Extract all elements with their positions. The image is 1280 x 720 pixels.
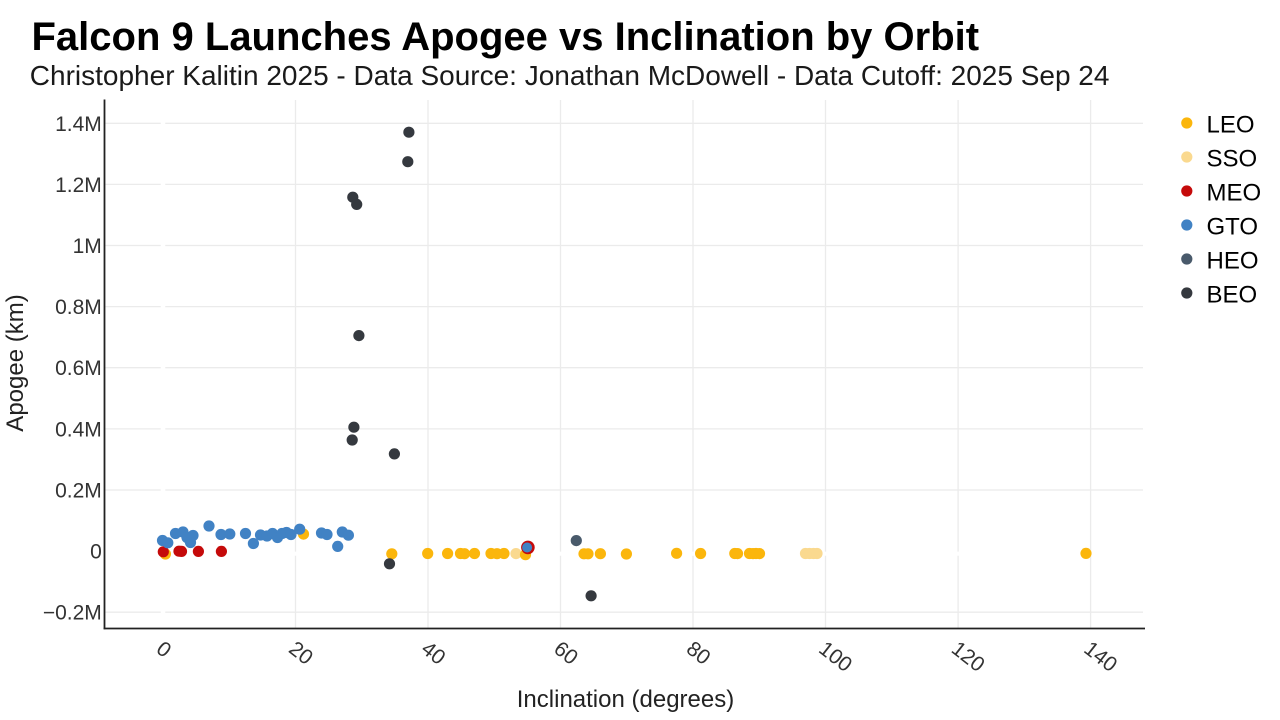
svg-text:0.8M: 0.8M (55, 296, 102, 319)
svg-text:Christopher Kalitin 2025 - Dat: Christopher Kalitin 2025 - Data Source: … (30, 60, 1110, 91)
svg-text:1.2M: 1.2M (55, 174, 102, 197)
svg-text:BEO: BEO (1207, 282, 1258, 309)
svg-text:1.4M: 1.4M (55, 113, 102, 136)
svg-text:0.6M: 0.6M (55, 357, 102, 380)
svg-text:HEO: HEO (1207, 248, 1259, 275)
svg-text:0.2M: 0.2M (55, 480, 102, 503)
svg-text:Falcon 9 Launches Apogee vs In: Falcon 9 Launches Apogee vs Inclination … (32, 15, 980, 59)
svg-text:−0.2M: −0.2M (43, 602, 102, 625)
svg-text:SSO: SSO (1207, 146, 1258, 173)
svg-text:Apogee (km): Apogee (km) (2, 294, 29, 431)
svg-text:0: 0 (90, 541, 102, 564)
svg-text:MEO: MEO (1207, 180, 1262, 207)
svg-text:LEO: LEO (1207, 112, 1255, 139)
svg-text:1M: 1M (73, 235, 102, 258)
svg-text:GTO: GTO (1207, 214, 1259, 241)
svg-text:Inclination (degrees): Inclination (degrees) (517, 686, 734, 713)
svg-text:0.4M: 0.4M (55, 418, 102, 441)
